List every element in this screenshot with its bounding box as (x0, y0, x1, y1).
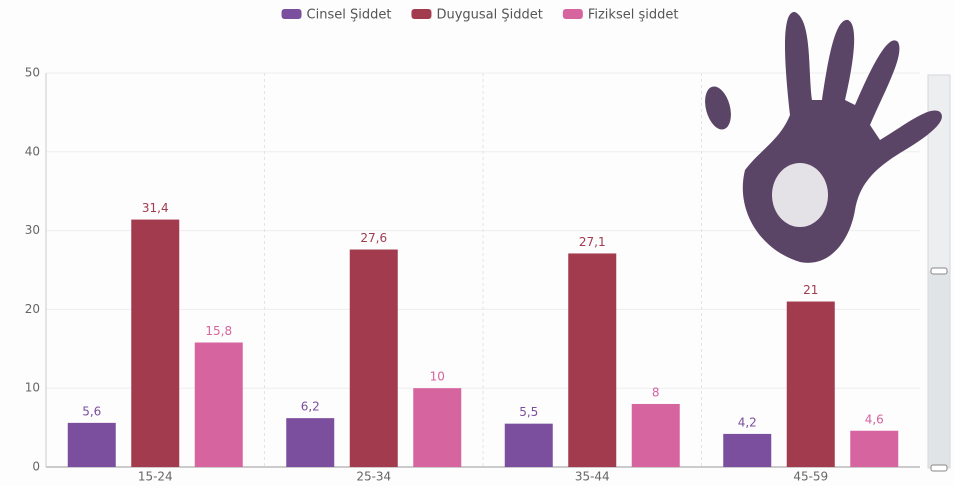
value-label: 4,2 (738, 415, 757, 429)
slider-handle[interactable] (930, 464, 948, 472)
slider-handle[interactable] (930, 267, 948, 275)
y-tick-label: 10 (25, 381, 40, 395)
bar (723, 433, 772, 467)
bar (67, 422, 116, 467)
x-tick-label: 45-59 (793, 470, 828, 484)
value-label: 6,2 (301, 400, 320, 414)
bar (568, 253, 617, 467)
y-tick-label: 30 (25, 223, 40, 237)
slider[interactable] (927, 74, 951, 472)
legend-swatch (411, 9, 432, 19)
value-label: 15,8 (205, 324, 232, 338)
value-label: 8 (652, 385, 660, 399)
bar (349, 249, 398, 467)
value-label: 4,6 (865, 412, 884, 426)
bar (131, 219, 180, 467)
legend-swatch (562, 9, 583, 19)
legend-label: Duygusal Şiddet (436, 8, 542, 23)
y-tick-label: 50 (25, 66, 40, 80)
hand-highlight (772, 163, 828, 227)
bar (286, 418, 335, 467)
legend-label: Cinsel Şiddet (307, 8, 392, 23)
y-tick-label: 0 (32, 460, 40, 474)
bar (631, 403, 680, 467)
y-tick-label: 40 (25, 144, 40, 158)
slider-window[interactable] (928, 271, 950, 468)
bar (413, 388, 462, 467)
bar (194, 342, 243, 467)
legend-label: Fiziksel şiddet (588, 8, 679, 23)
value-label: 10 (430, 370, 445, 384)
bar (504, 423, 553, 467)
bar (786, 301, 835, 467)
x-tick-label: 15-24 (138, 470, 173, 484)
value-label: 27,1 (579, 235, 606, 249)
value-label: 5,6 (82, 404, 101, 418)
value-label: 31,4 (142, 201, 169, 215)
value-label: 27,6 (360, 231, 387, 245)
x-tick-label: 35-44 (575, 470, 610, 484)
bar (850, 430, 899, 467)
legend-swatch (281, 9, 302, 19)
y-tick-label: 20 (25, 302, 40, 316)
value-label: 21 (803, 283, 818, 297)
value-label: 5,5 (519, 405, 538, 419)
x-tick-label: 25-34 (356, 470, 391, 484)
thumb (705, 86, 731, 130)
